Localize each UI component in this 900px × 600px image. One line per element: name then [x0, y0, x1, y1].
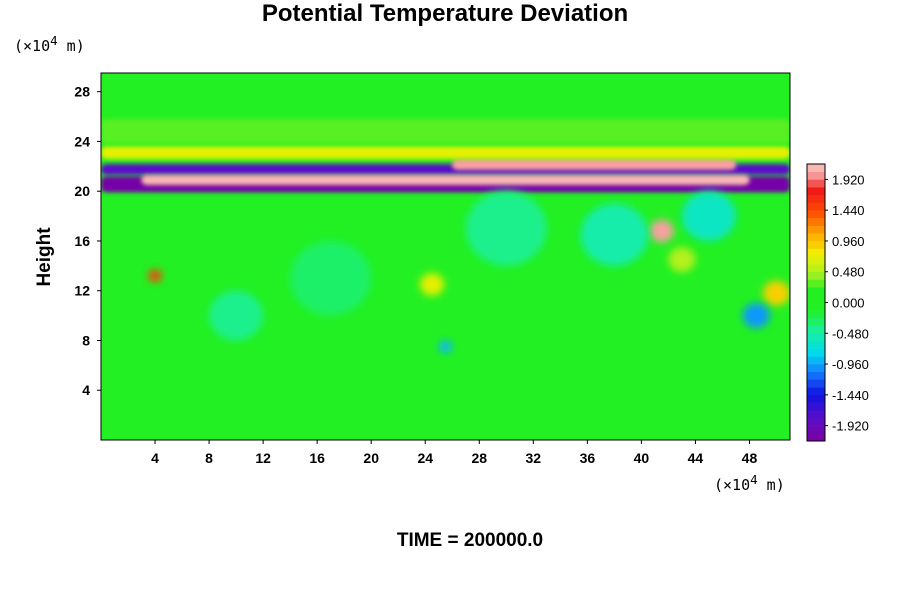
x-tick-label: 8: [205, 450, 213, 466]
colorbar-label: -1.440: [832, 388, 869, 403]
colorbar-swatch: [807, 294, 825, 303]
colorbar-label: 1.440: [832, 203, 865, 218]
x-tick-label: 32: [526, 450, 542, 466]
x-tick-label: 24: [417, 450, 433, 466]
colorbar-swatch: [807, 194, 825, 203]
colorbar-label: 0.000: [832, 296, 865, 311]
colorbar-swatch: [807, 248, 825, 257]
colorbar-swatch: [807, 402, 825, 411]
x-axis-unit: (×104 m): [714, 472, 785, 494]
plot-area: [101, 73, 790, 440]
colorbar-swatch: [807, 164, 825, 172]
colorbar-swatch: [807, 171, 825, 180]
colorbar-swatch: [807, 302, 825, 311]
y-axis: 4 8 12 16 20 24 28: [74, 84, 101, 398]
y-axis-label: Height: [34, 227, 55, 287]
colorbar-swatch: [807, 340, 825, 349]
x-tick-label: 16: [309, 450, 325, 466]
colorbar-swatch: [807, 364, 825, 373]
colorbar-label: -0.480: [832, 326, 869, 341]
colorbar-label: -0.960: [832, 357, 869, 372]
field-band-5: [101, 119, 790, 144]
y-tick-label: 24: [74, 133, 90, 149]
colorbar-swatch: [807, 371, 825, 380]
colorbar-swatch: [807, 287, 825, 296]
x-tick-label: 12: [255, 450, 271, 466]
colorbar-swatch: [807, 387, 825, 396]
y-tick-label: 12: [74, 283, 90, 299]
colorbar-swatch: [807, 410, 825, 419]
colorbar-swatch: [807, 271, 825, 280]
field-blob-9: [762, 280, 790, 306]
colorbar-swatch: [807, 394, 825, 403]
colorbar-swatch: [807, 356, 825, 365]
y-tick-label: 8: [82, 332, 90, 348]
colorbar-swatch: [807, 264, 825, 273]
field-blob-6: [649, 219, 674, 243]
y-axis-unit: (×104 m): [14, 33, 85, 55]
colorbar-swatch: [807, 425, 825, 434]
field-blob-15: [580, 203, 649, 266]
colorbar-swatch: [807, 256, 825, 265]
x-tick-label: 40: [634, 450, 650, 466]
colorbar-swatch: [807, 433, 825, 442]
colorbar-swatch: [807, 417, 825, 426]
field-blob-14: [465, 191, 547, 266]
colorbar-swatch: [807, 179, 825, 188]
x-tick-label: 28: [471, 450, 487, 466]
field-band-4: [101, 146, 790, 159]
y-tick-label: 16: [74, 233, 90, 249]
colorbar-label: 0.480: [832, 265, 865, 280]
colorbar-swatch: [807, 279, 825, 288]
field-blob-11: [438, 340, 453, 353]
colorbar-swatch: [807, 379, 825, 388]
field-band-3: [452, 158, 736, 171]
colorbar-swatch: [807, 348, 825, 357]
x-tick-label: 48: [742, 450, 758, 466]
field-blob-16: [681, 191, 736, 241]
colorbar-swatch: [807, 325, 825, 334]
colorbar-swatch: [807, 310, 825, 319]
field-band-2: [141, 175, 750, 185]
colorbar-swatch: [807, 187, 825, 196]
colorbar-swatch: [807, 202, 825, 211]
colorbar: 1.920 1.440 0.960 0.480 0.000 -0.480 -0.960 -1.…: [806, 163, 869, 442]
x-tick-label: 44: [688, 450, 704, 466]
colorbar-swatch: [807, 333, 825, 342]
colorbar-swatch: [807, 240, 825, 249]
colorbar-swatch: [807, 217, 825, 226]
x-tick-label: 20: [363, 450, 379, 466]
chart-title: Potential Temperature Deviation: [261, 0, 629, 27]
y-tick-label: 28: [74, 84, 90, 100]
time-label: TIME = 200000.0: [396, 530, 544, 551]
colorbar-swatch: [807, 233, 825, 242]
field-blob-17: [290, 240, 372, 316]
y-tick-label: 20: [74, 183, 90, 199]
y-tick-label: 4: [82, 382, 90, 398]
field-blob-8: [419, 273, 445, 296]
x-tick-label: 4: [151, 450, 159, 466]
colorbar-swatch: [807, 317, 825, 326]
colorbar-swatch: [807, 210, 825, 219]
colorbar-label: 1.920: [832, 172, 865, 187]
colorbar-label: 0.960: [832, 234, 865, 249]
colorbar-swatch: [807, 225, 825, 234]
plot-frame: [100, 72, 791, 441]
field-blob-7: [148, 269, 162, 283]
field-blob-10: [668, 247, 696, 273]
x-tick-label: 36: [580, 450, 596, 466]
field-blob-13: [209, 290, 264, 341]
field-blob-12: [742, 303, 770, 329]
x-axis: 4 8 12 16 20 24 28 32 36 40 44 48: [151, 440, 757, 466]
colorbar-label: -1.920: [832, 419, 869, 434]
